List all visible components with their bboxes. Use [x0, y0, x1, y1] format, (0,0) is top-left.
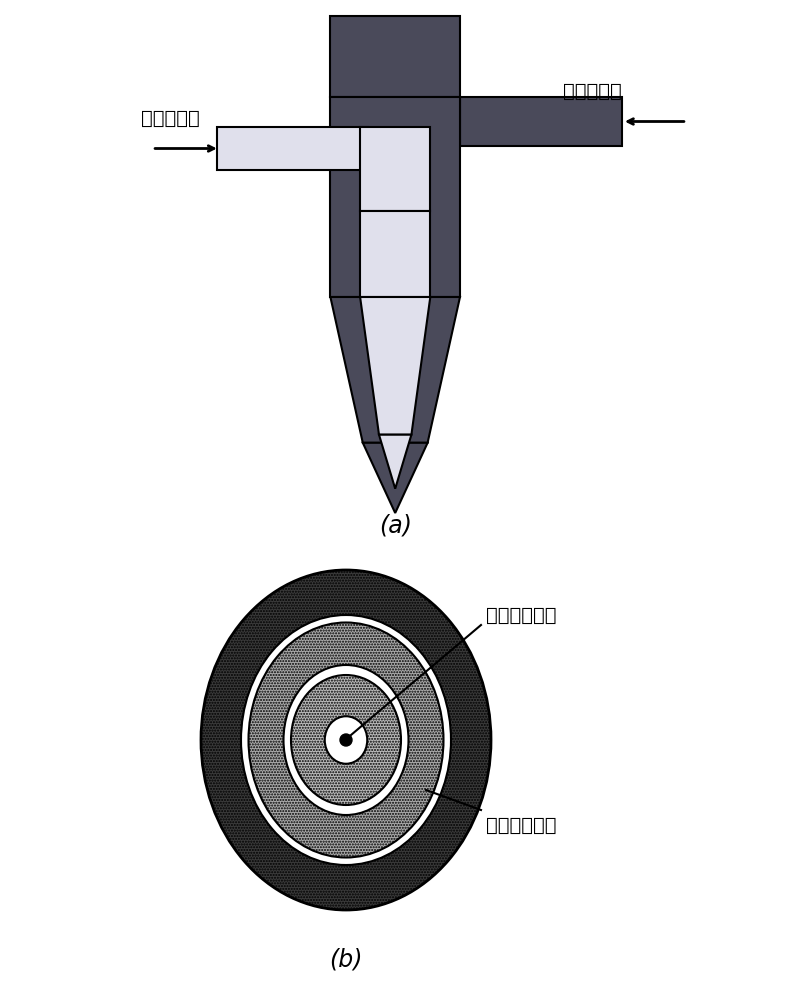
Text: (a): (a) — [378, 513, 411, 537]
Ellipse shape — [324, 716, 367, 764]
Polygon shape — [359, 297, 430, 435]
Bar — [359, 211, 430, 297]
Text: 核层进料口: 核层进料口 — [141, 109, 200, 128]
Polygon shape — [379, 435, 411, 489]
Polygon shape — [330, 297, 460, 443]
Polygon shape — [363, 443, 427, 513]
Bar — [330, 97, 460, 297]
Ellipse shape — [201, 570, 491, 910]
Ellipse shape — [283, 665, 408, 815]
Bar — [460, 97, 621, 146]
Bar — [330, 16, 460, 97]
Circle shape — [340, 734, 351, 746]
Ellipse shape — [290, 675, 401, 805]
Text: 壳层进料口: 壳层进料口 — [563, 82, 621, 101]
Text: 核层溶液出口: 核层溶液出口 — [486, 605, 556, 624]
Text: (b): (b) — [328, 948, 363, 972]
Text: 壳层溶液出口: 壳层溶液出口 — [486, 816, 556, 834]
Ellipse shape — [248, 622, 443, 857]
Ellipse shape — [241, 615, 450, 865]
Bar — [217, 127, 367, 170]
Bar — [359, 127, 430, 211]
